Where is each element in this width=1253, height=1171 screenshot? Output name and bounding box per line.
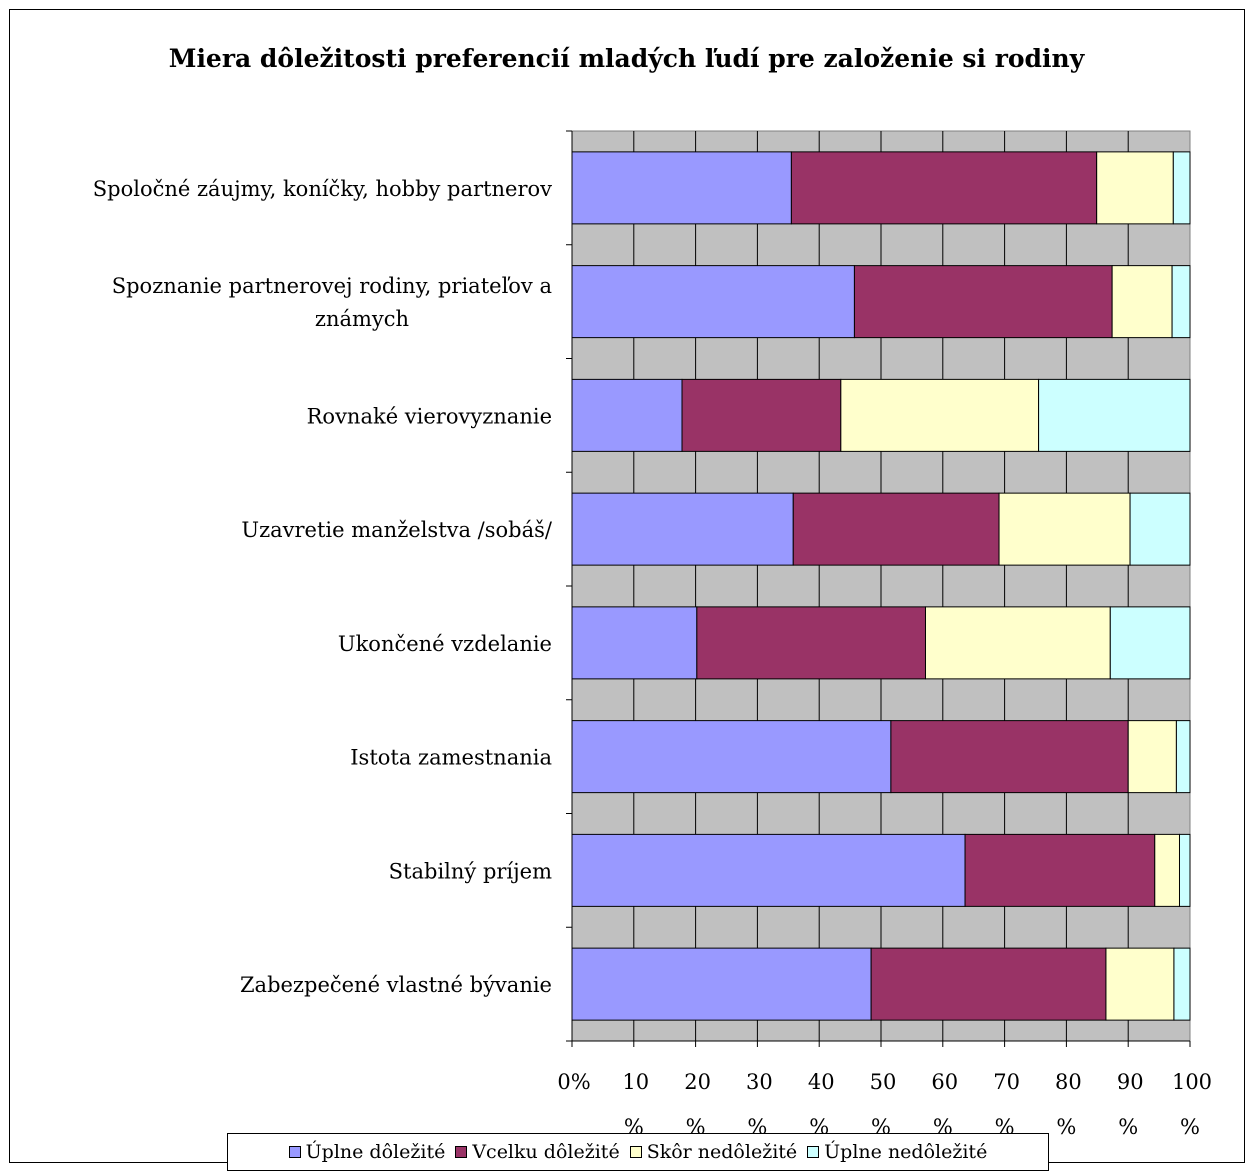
legend-swatch [629, 1146, 642, 1158]
bar-segment [1178, 833, 1191, 907]
x-tick-label: 30 [746, 1070, 773, 1094]
legend-label: Skôr nedôležité [646, 1141, 798, 1163]
bar-segment [964, 833, 1156, 907]
bar-segment [571, 833, 966, 907]
legend-swatch [288, 1146, 301, 1158]
x-tick-label-line2: % [1056, 1115, 1076, 1139]
category-label: Ukončené vzdelanie [338, 632, 552, 656]
category-label: Spoločné záujmy, koníčky, hobby partnero… [93, 177, 552, 201]
bar-segment [792, 492, 1000, 566]
bar-segment [1172, 151, 1191, 225]
bar-segment [870, 947, 1107, 1021]
x-tick-label: 100 [1172, 1070, 1212, 1094]
x-tick-label: 10 [622, 1070, 649, 1094]
legend-item: Skôr nedôležité [629, 1141, 798, 1163]
x-tick-label: 40 [808, 1070, 835, 1094]
legend-label: Vcelku dôležité [472, 1141, 620, 1163]
bar-segment [571, 378, 683, 452]
chart-legend: Úplne dôležité Vcelku dôležité Skôr nedôle… [227, 1133, 1049, 1171]
legend-swatch [807, 1146, 820, 1158]
bar-segment [890, 720, 1129, 794]
category-label: Zabezpečené vlastné bývanie [240, 973, 552, 997]
bar-segment [1129, 492, 1191, 566]
x-tick-label: 60 [931, 1070, 958, 1094]
bar-segment [571, 151, 792, 225]
bar-segment [1173, 947, 1191, 1021]
bar-segment [1154, 833, 1180, 907]
category-label: Stabilný príjem [389, 859, 552, 883]
bar-segment [840, 378, 1040, 452]
bar-segment [571, 265, 855, 339]
bar-segment [696, 606, 926, 680]
bar-segment [1171, 265, 1191, 339]
bar-segment [853, 265, 1113, 339]
bar-segment [1111, 265, 1173, 339]
x-tick-label: 20 [684, 1070, 711, 1094]
bar-segment [681, 378, 842, 452]
category-label: Spoznanie partnerovej rodiny, priateľov … [112, 274, 552, 331]
category-label: Istota zamestnania [350, 746, 552, 770]
bar-segment [571, 947, 872, 1021]
bar-segment [571, 606, 698, 680]
bar-segment [1038, 378, 1191, 452]
category-label: Rovnaké vierovyznanie [307, 404, 552, 428]
category-label: Uzavretie manželstva /sobáš/ [241, 518, 553, 542]
bar-segment [571, 492, 794, 566]
bar-segment [1109, 606, 1191, 680]
legend-label: Úplne dôležité [305, 1141, 446, 1163]
x-tick-label: 50 [870, 1070, 897, 1094]
bar-segment [571, 720, 892, 794]
bar-segment [1127, 720, 1177, 794]
legend-item: Úplne nedôležité [807, 1141, 987, 1163]
legend-label: Úplne nedôležité [824, 1141, 988, 1163]
legend-item: Vcelku dôležité [455, 1141, 620, 1163]
x-tick-label-line2: % [1180, 1115, 1200, 1139]
bar-segment [1105, 947, 1175, 1021]
bar-segment [1096, 151, 1174, 225]
chart-title: Miera dôležitosti preferencií mladých ľu… [168, 44, 1085, 73]
x-tick-label: 0% [557, 1070, 590, 1094]
bar-segment [998, 492, 1131, 566]
bar-segment [1175, 720, 1191, 794]
bar-segment [924, 606, 1111, 680]
legend-swatch [455, 1146, 468, 1158]
x-tick-label: 70 [993, 1070, 1020, 1094]
legend-item: Úplne dôležité [288, 1141, 446, 1163]
bar-segment [790, 151, 1098, 225]
x-tick-label: 80 [1055, 1070, 1082, 1094]
x-tick-label-line2: % [1118, 1115, 1138, 1139]
x-tick-label: 90 [1117, 1070, 1144, 1094]
